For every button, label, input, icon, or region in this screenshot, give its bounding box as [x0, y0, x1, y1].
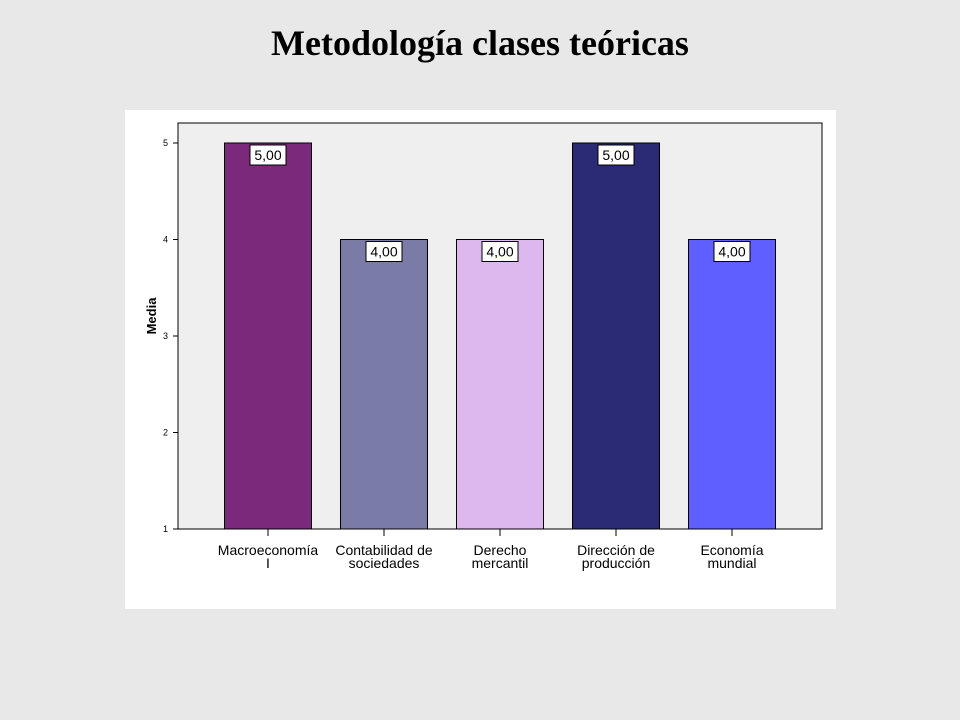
data-label: 4,00 [370, 244, 397, 260]
x-tick-label: sociedades [349, 555, 420, 571]
data-label: 5,00 [602, 147, 629, 163]
y-tick-label: 4 [163, 235, 168, 245]
data-label-box [249, 144, 287, 166]
bar [340, 239, 428, 530]
x-tick-label: Dirección de [577, 542, 655, 558]
bar [224, 142, 312, 530]
data-label: 4,00 [486, 244, 513, 260]
data-label-box [481, 241, 519, 262]
x-tick-label: producción [582, 555, 651, 571]
y-tick-label: 3 [163, 331, 168, 341]
x-tick-label: I [266, 555, 270, 571]
slide-title: Metodología clases teóricas [271, 23, 689, 63]
y-tick-label: 5 [163, 138, 168, 148]
x-tick-label: Economía [700, 542, 763, 558]
x-tick-label: mundial [707, 555, 756, 571]
y-tick-label: 2 [163, 428, 168, 438]
data-label-box [597, 144, 635, 166]
y-axis-label: Media [144, 297, 159, 335]
bar [456, 239, 544, 530]
data-label: 5,00 [254, 147, 281, 163]
data-label: 4,00 [718, 244, 745, 260]
data-label-box [365, 241, 403, 262]
x-tick-label: Macroeconomía [218, 542, 319, 558]
x-tick-label: mercantil [472, 555, 529, 571]
y-tick-label: 1 [163, 524, 168, 534]
x-tick-label: Derecho [474, 542, 527, 558]
bar [572, 142, 660, 530]
data-label-box [713, 241, 751, 262]
x-tick-label: Contabilidad de [335, 542, 433, 558]
chart-panel: 1 2 3 4 5 Media 5,00 Macroeconomía I 4,00 Contabil… [125, 110, 836, 609]
bar [688, 239, 776, 530]
